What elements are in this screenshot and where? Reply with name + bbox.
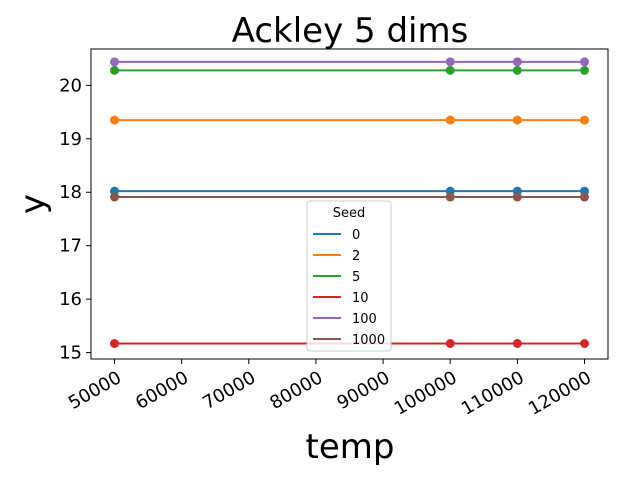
legend-label: 1000 [352, 333, 385, 348]
data-point [110, 57, 119, 67]
data-point [580, 115, 589, 125]
y-tick-label: 19 [59, 129, 82, 150]
x-tick-label: 120000 [525, 367, 595, 420]
data-point [580, 65, 589, 75]
legend: Seed 0 2 5 10 100 1000 [306, 200, 392, 352]
y-tick-label: 16 [59, 289, 82, 310]
y-tick-label: 15 [59, 343, 82, 364]
x-tick-label: 110000 [458, 367, 528, 420]
data-point [445, 115, 455, 125]
x-tick-label: 80000 [266, 367, 326, 414]
data-point [110, 192, 119, 202]
data-point [512, 339, 522, 348]
legend-box [306, 200, 392, 352]
y-tick-label: 20 [59, 75, 82, 96]
legend-label: 10 [352, 291, 369, 306]
data-point [445, 57, 455, 67]
data-point [580, 339, 589, 348]
data-point [110, 339, 119, 348]
y-axis-label: y [13, 194, 53, 214]
x-tick-label: 100000 [391, 367, 461, 420]
data-point [512, 57, 522, 67]
data-point [110, 115, 119, 125]
data-point [512, 65, 522, 75]
data-point [580, 57, 589, 67]
legend-label: 2 [352, 249, 360, 264]
x-tick-label: 50000 [65, 367, 125, 414]
data-point [445, 192, 455, 202]
legend-label: 5 [352, 270, 360, 285]
legend-label: 100 [352, 312, 377, 327]
axes-frame [90, 48, 609, 360]
legend-label: 0 [352, 228, 360, 243]
x-axis-label: temp [306, 427, 395, 467]
legend-title: Seed [333, 206, 366, 221]
y-axis: 15 16 17 18 19 20 [59, 75, 91, 364]
data-point [110, 65, 119, 75]
x-axis: 50000 60000 70000 80000 90000100000110000120… [65, 359, 595, 420]
data-point [445, 339, 455, 348]
data-point [580, 192, 589, 202]
plot-area [110, 57, 589, 348]
data-point [512, 115, 522, 125]
data-point [512, 192, 522, 202]
y-tick-label: 17 [59, 236, 82, 257]
x-tick-label: 70000 [199, 367, 259, 414]
x-tick-label: 60000 [132, 367, 192, 414]
data-point [445, 65, 455, 75]
x-tick-label: 90000 [333, 367, 393, 414]
chart-title: Ackley 5 dims [232, 11, 469, 51]
y-tick-label: 18 [59, 182, 82, 203]
